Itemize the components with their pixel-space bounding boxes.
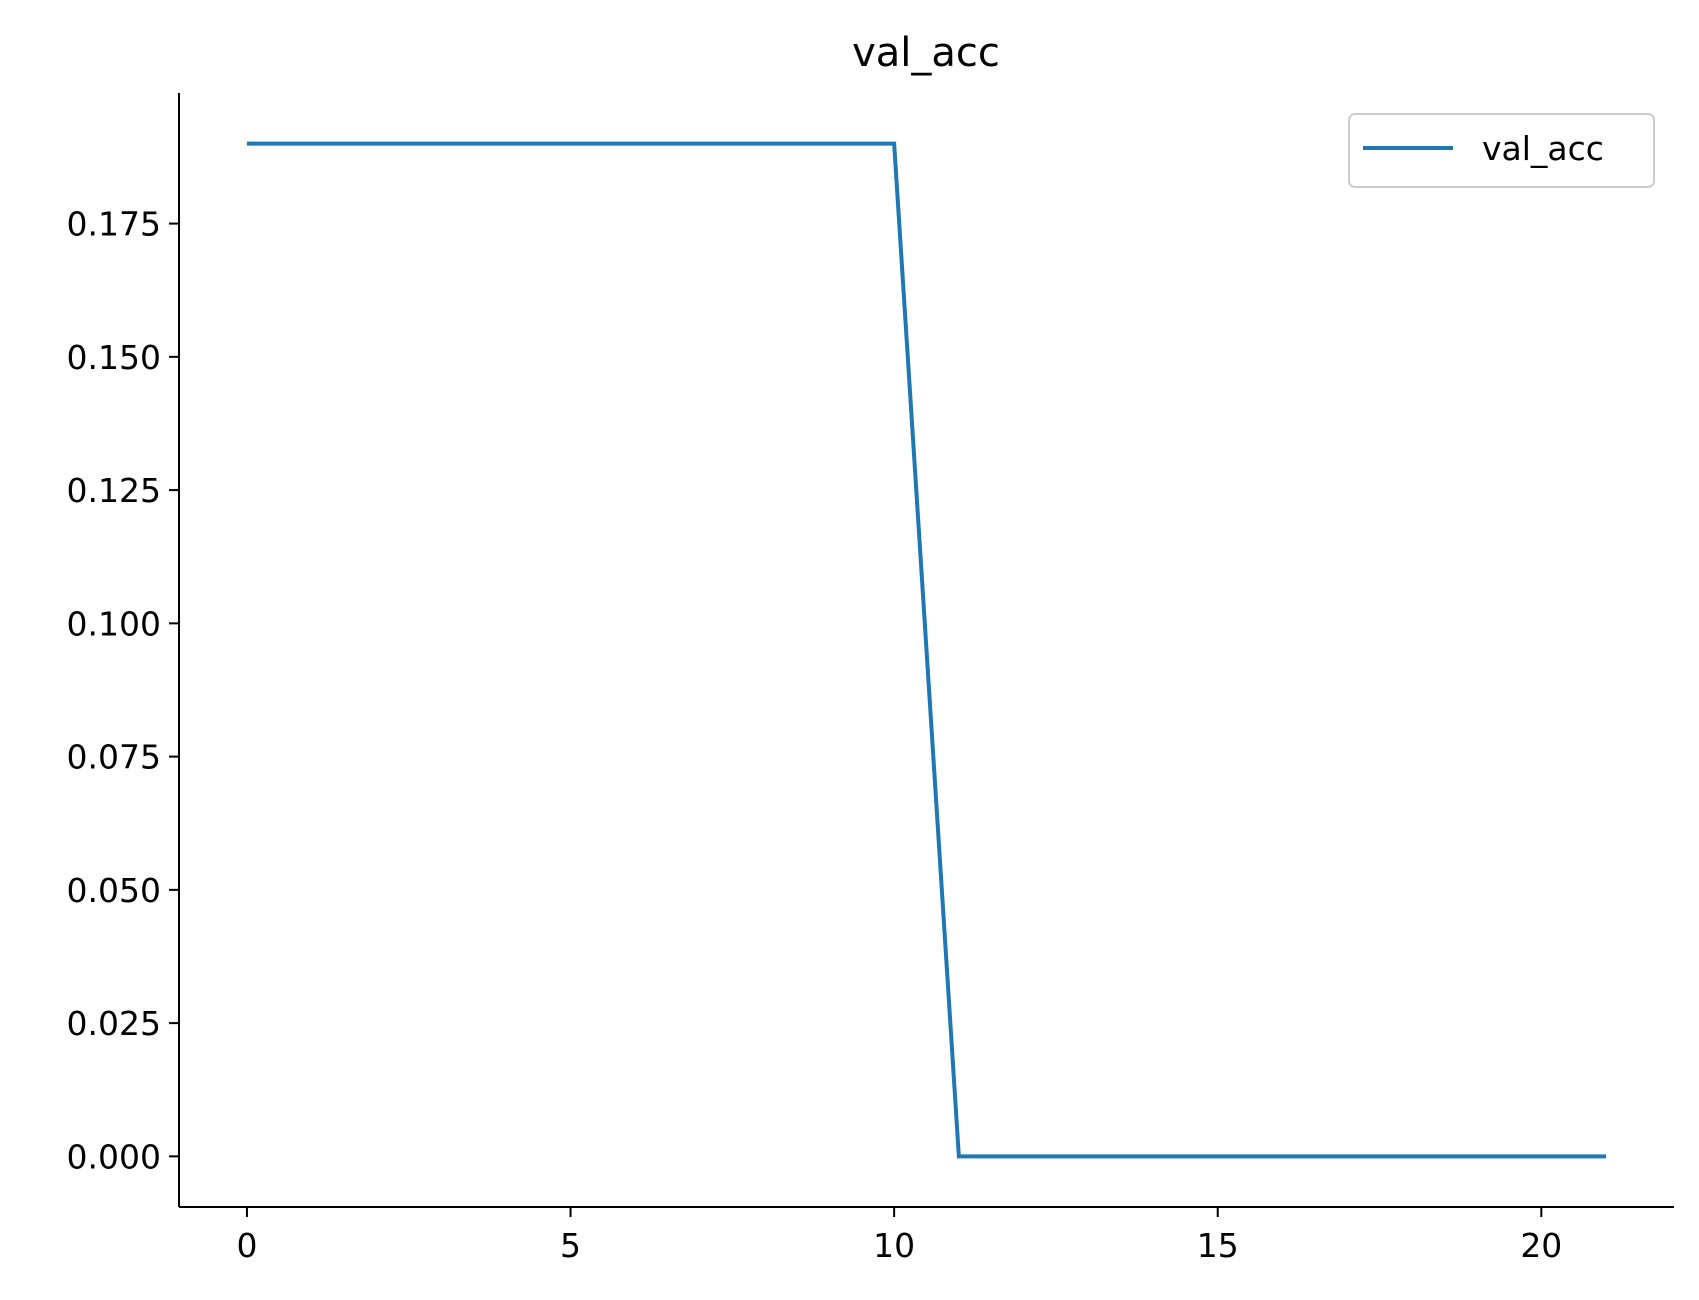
y-tick-label: 0.025 [67,1004,161,1043]
y-tick-label: 0.075 [67,738,161,777]
x-tick-label: 5 [560,1226,581,1265]
series-layer [246,141,1607,1159]
x-tick-label: 15 [1197,1226,1239,1265]
legend: val_acc [1348,113,1655,188]
legend-box [1348,113,1655,188]
series-line-val-acc [246,141,1607,1159]
x-tick-label: 0 [236,1226,257,1265]
legend-label-val-acc: val_acc [1482,129,1604,168]
x-tick-label: 20 [1520,1226,1562,1265]
x-axis-ticks: 0 5 10 15 20 [236,1207,1562,1265]
plot-area: 0 5 10 15 20 0.0000.0250.0500.0750.1000.1250… [67,93,1674,1265]
chart-title: val_acc [852,30,1000,76]
x-tick-label: 10 [873,1226,915,1265]
y-tick-label: 0.150 [67,338,161,377]
y-tick-label: 0.000 [67,1137,161,1176]
y-tick-label: 0.100 [67,604,161,643]
y-tick-label: 0.050 [67,871,161,910]
y-tick-label: 0.125 [67,471,161,510]
y-tick-label: 0.175 [67,205,161,244]
y-axis-ticks: 0.000 0.025 0.050 0.075 0.100 0.125 0.150 0.175 [67,205,179,1176]
